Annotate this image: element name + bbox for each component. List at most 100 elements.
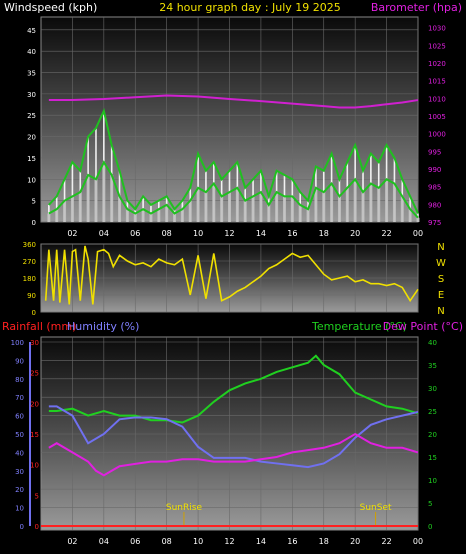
tick-label: 15 — [27, 155, 36, 163]
tick-label: 10 — [30, 462, 39, 470]
x-tick-label: 06 — [130, 537, 140, 546]
compass-label: N — [437, 242, 444, 253]
dewpoint-axis-label: Dew Point (°C) — [383, 320, 463, 333]
x-tick-label: 16 — [287, 537, 297, 546]
x-tick-label: 14 — [256, 229, 266, 238]
tick-label: 0 — [32, 219, 36, 227]
tick-label: 35 — [27, 70, 36, 78]
tick-label: 30 — [27, 91, 36, 99]
sun-label: SunRise — [166, 503, 203, 513]
series-line — [48, 432, 419, 477]
sun-label: SunSet — [360, 503, 392, 513]
tick-label: 1015 — [428, 78, 446, 86]
tick-label: 1010 — [428, 95, 446, 103]
tick-label: 20 — [428, 431, 437, 439]
tick-label: 90 — [15, 357, 24, 365]
compass-label: W — [436, 258, 446, 269]
tick-label: 40 — [428, 339, 437, 347]
direction-grid — [41, 243, 419, 313]
tick-label: 1000 — [428, 131, 446, 139]
x-tick-label: 16 — [287, 229, 297, 238]
tick-label: 30 — [428, 385, 437, 393]
tick-label: 25 — [30, 370, 39, 378]
wind-x-ticks: 02 04 06 08 10 12 14 16 18 20 22 00 — [67, 229, 423, 238]
tick-label: 990 — [428, 166, 441, 174]
tick-label: 10 — [428, 477, 437, 485]
tick-label: 50 — [15, 431, 24, 439]
x-tick-label: 20 — [350, 537, 360, 546]
tick-label: 60 — [15, 413, 24, 421]
chart-title: 24 hour graph day : July 19 2025 — [159, 1, 341, 14]
barometer-axis-label: Barometer (hpa) — [371, 1, 462, 14]
x-tick-label: 22 — [381, 537, 391, 546]
x-tick-label: 08 — [162, 537, 172, 546]
tick-label: 1025 — [428, 42, 446, 50]
direction-line — [44, 245, 419, 305]
tick-label: 40 — [15, 449, 24, 457]
tick-label: 0 — [32, 309, 36, 317]
wind-series — [47, 94, 420, 222]
tick-label: 0 — [35, 523, 39, 531]
temperature-axis-label: Temperature (°C) — [311, 320, 407, 333]
x-tick-label: 04 — [99, 229, 109, 238]
tick-label: 5 — [32, 198, 36, 206]
x-tick-label: 14 — [256, 537, 266, 546]
tick-label: 0 — [428, 523, 432, 531]
climate-x-ticks: 02 04 06 08 10 12 14 16 18 20 22 00 — [67, 537, 423, 546]
x-tick-label: 00 — [413, 537, 423, 546]
tick-label: 100 — [11, 339, 24, 347]
x-tick-label: 12 — [224, 537, 234, 546]
temperature-axis-ticks: 0 5 10 15 20 25 30 35 40 — [428, 339, 437, 531]
tick-label: 270 — [23, 258, 36, 266]
tick-label: 995 — [428, 148, 441, 156]
tick-label: 180 — [23, 275, 36, 283]
tick-label: 80 — [15, 376, 24, 384]
humidity-axis-label: Humidity (%) — [67, 320, 139, 333]
climate-grid — [41, 337, 419, 530]
compass-label: N — [437, 306, 444, 317]
barometer-axis-ticks: 975 980 985 990 995 1000 1005 1010 1015 1020 1025 1… — [428, 25, 446, 227]
tick-label: 5 — [35, 492, 39, 500]
compass-label: E — [438, 290, 444, 301]
x-tick-label: 04 — [99, 537, 109, 546]
series-line — [48, 94, 419, 109]
tick-label: 5 — [428, 500, 432, 508]
wind-axis-ticks: 0 5 10 15 20 25 30 35 40 45 — [27, 27, 36, 227]
x-tick-label: 10 — [193, 229, 203, 238]
x-tick-label: 08 — [162, 229, 172, 238]
tick-label: 90 — [27, 292, 36, 300]
x-tick-label: 20 — [350, 229, 360, 238]
tick-label: 20 — [27, 134, 36, 142]
tick-label: 1020 — [428, 60, 446, 68]
tick-label: 1030 — [428, 25, 446, 33]
x-tick-label: 18 — [319, 537, 329, 546]
sun-annotations: SunRise SunSet — [166, 503, 392, 527]
rain-axis-label: Rainfall (mm) — [2, 320, 76, 333]
tick-label: 975 — [428, 219, 441, 227]
tick-label: 20 — [15, 486, 24, 494]
tick-label: 35 — [428, 362, 437, 370]
series-line — [48, 160, 419, 219]
x-tick-label: 12 — [224, 229, 234, 238]
tick-label: 980 — [428, 201, 441, 209]
compass-label: S — [438, 274, 444, 285]
tick-label: 25 — [428, 408, 437, 416]
x-tick-label: 02 — [67, 537, 77, 546]
series-line — [48, 354, 419, 424]
tick-label: 25 — [27, 112, 36, 120]
tick-label: 360 — [23, 241, 36, 249]
series-line — [48, 405, 419, 469]
x-tick-label: 02 — [67, 229, 77, 238]
tick-label: 45 — [27, 27, 36, 35]
tick-label: 985 — [428, 184, 441, 192]
tick-label: 10 — [27, 176, 36, 184]
tick-label: 30 — [15, 468, 24, 476]
tick-label: 0 — [20, 523, 24, 531]
tick-label: 20 — [30, 400, 39, 408]
x-tick-label: 18 — [319, 229, 329, 238]
x-tick-label: 06 — [130, 229, 140, 238]
tick-label: 30 — [30, 339, 39, 347]
tick-label: 1005 — [428, 113, 446, 121]
